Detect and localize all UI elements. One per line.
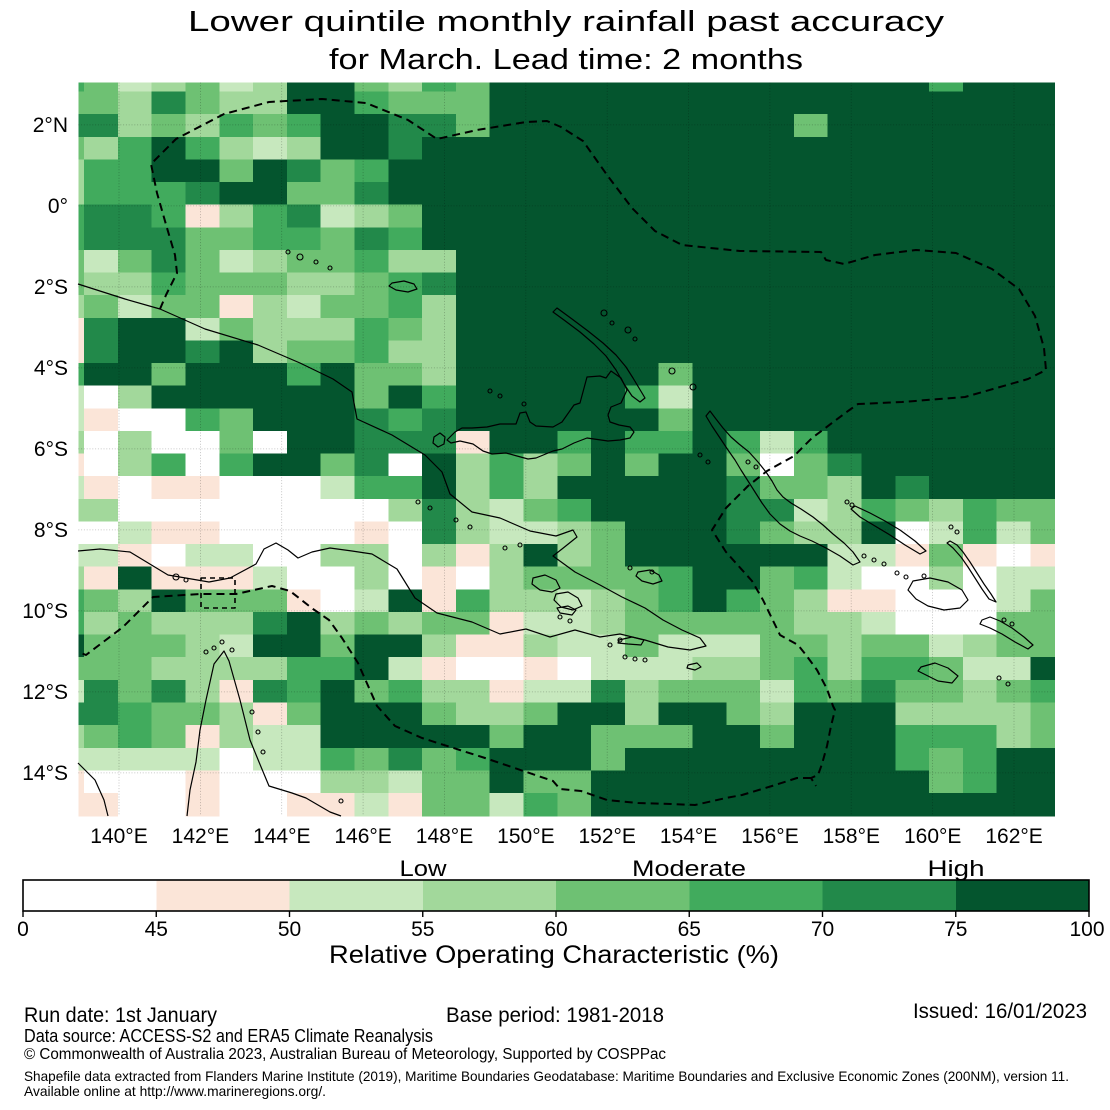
- svg-text:152°E: 152°E: [578, 825, 635, 848]
- svg-text:148°E: 148°E: [416, 825, 473, 848]
- svg-text:Relative Operating Characteris: Relative Operating Characteristic (%): [329, 941, 779, 969]
- svg-text:4°S: 4°S: [34, 357, 68, 380]
- svg-text:158°E: 158°E: [823, 825, 880, 848]
- svg-text:50: 50: [278, 918, 301, 941]
- svg-text:156°E: 156°E: [741, 825, 798, 848]
- svg-text:2°N: 2°N: [33, 114, 68, 137]
- svg-text:10°S: 10°S: [22, 600, 68, 623]
- svg-text:65: 65: [678, 918, 701, 941]
- svg-text:0: 0: [17, 918, 29, 941]
- svg-text:55: 55: [411, 918, 434, 941]
- svg-text:70: 70: [811, 918, 834, 941]
- svg-text:146°E: 146°E: [334, 825, 391, 848]
- svg-text:45: 45: [145, 918, 168, 941]
- svg-text:Issued: 16/01/2023: Issued: 16/01/2023: [913, 1000, 1087, 1023]
- svg-text:0°: 0°: [48, 195, 68, 218]
- svg-text:Lower quintile monthly rainfal: Lower quintile monthly rainfall past acc…: [188, 6, 945, 38]
- svg-text:14°S: 14°S: [22, 762, 68, 785]
- svg-text:75: 75: [944, 918, 967, 941]
- svg-text:12°S: 12°S: [22, 681, 68, 704]
- svg-text:for March. Lead time: 2 months: for March. Lead time: 2 months: [329, 44, 803, 76]
- svg-text:Base period: 1981-2018: Base period: 1981-2018: [446, 1004, 664, 1027]
- svg-text:142°E: 142°E: [172, 825, 229, 848]
- svg-text:Moderate: Moderate: [632, 856, 746, 881]
- svg-text:150°E: 150°E: [497, 825, 554, 848]
- svg-text:Available online at http://www: Available online at http://www.marinereg…: [24, 1083, 326, 1099]
- svg-text:162°E: 162°E: [985, 825, 1042, 848]
- svg-text:144°E: 144°E: [253, 825, 310, 848]
- svg-text:154°E: 154°E: [660, 825, 717, 848]
- svg-text:160°E: 160°E: [904, 825, 961, 848]
- svg-text:2°S: 2°S: [34, 276, 68, 299]
- svg-text:Shapefile data extracted from: Shapefile data extracted from Flanders M…: [24, 1068, 1069, 1084]
- svg-text:Data source: ACCESS-S2 and ERA: Data source: ACCESS-S2 and ERA5 Climate …: [24, 1026, 433, 1046]
- svg-text:6°S: 6°S: [34, 438, 68, 461]
- svg-text:Run date: 1st January: Run date: 1st January: [24, 1004, 217, 1027]
- svg-text:© Commonwealth of Australia 20: © Commonwealth of Australia 2023, Austra…: [24, 1046, 666, 1063]
- svg-text:100: 100: [1069, 918, 1104, 941]
- svg-text:60: 60: [544, 918, 567, 941]
- svg-text:Low: Low: [400, 856, 447, 881]
- svg-text:140°E: 140°E: [90, 825, 147, 848]
- svg-text:High: High: [928, 856, 985, 881]
- svg-text:8°S: 8°S: [34, 519, 68, 542]
